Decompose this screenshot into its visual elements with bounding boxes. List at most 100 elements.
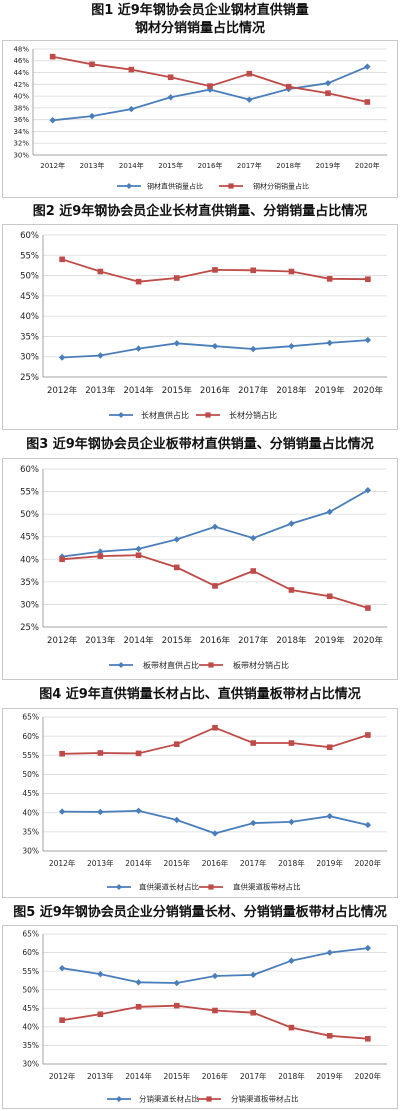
- data-point: [97, 1011, 104, 1018]
- data-point: [173, 816, 180, 824]
- y-tick-label: 30%: [13, 151, 29, 159]
- series-line-2: [52, 55, 368, 103]
- chart1-panel: 30% 32% 34% 36% 38% 40% 42% 44% 46% 48% 2012年 2013年…: [2, 40, 398, 198]
- x-tick-label: 2014年: [125, 858, 152, 868]
- legend-label: 钢材直供销量占比: [147, 181, 203, 190]
- legend-label: 分销渠道长材占比: [139, 1094, 199, 1104]
- y-tick-label: 50%: [20, 510, 39, 520]
- y-tick-label: 55%: [22, 751, 39, 760]
- x-tick-label: 2015年: [162, 635, 193, 646]
- x-tick-label: 2020年: [355, 858, 382, 868]
- x-tick-label: 2012年: [47, 635, 78, 646]
- data-point: [250, 568, 257, 574]
- data-point: [173, 536, 180, 543]
- x-tick-label: 2019年: [315, 635, 346, 646]
- y-tick-label: 34%: [13, 128, 29, 136]
- y-tick-label: 38%: [13, 104, 29, 112]
- legend-marker: [208, 662, 214, 668]
- legend-label: 分销渠道板带材占比: [231, 1094, 299, 1104]
- x-tick-label: 2017年: [238, 635, 269, 646]
- x-tick-label: 2013年: [87, 1071, 114, 1081]
- chart5-panel: 30% 35% 40% 45% 50% 55% 60% 65% 2012年 2013年 2014年 2…: [2, 925, 398, 1109]
- y-tick-label: 40%: [20, 312, 39, 322]
- y-tick-label: 65%: [22, 930, 39, 939]
- y-tick-label: 30%: [20, 353, 39, 363]
- legend-marker: [206, 1096, 212, 1102]
- legend-marker: [228, 183, 234, 189]
- data-point: [173, 741, 180, 747]
- data-point: [135, 345, 142, 352]
- data-point: [364, 821, 372, 829]
- data-point: [250, 345, 257, 353]
- x-tick-label: 2018年: [278, 1071, 305, 1081]
- data-point: [59, 556, 65, 563]
- data-point: [173, 275, 180, 281]
- y-tick-label: 42%: [13, 81, 29, 89]
- data-point: [325, 90, 331, 96]
- x-tick-label: 2014年: [123, 385, 154, 396]
- data-point: [97, 750, 104, 756]
- legend-marker: [205, 412, 211, 418]
- legend-label: 直供渠道长材占比: [139, 882, 199, 892]
- y-tick-label: 50%: [22, 985, 39, 994]
- data-point: [364, 487, 372, 494]
- y-tick-label: 35%: [20, 332, 39, 342]
- chart3-panel: 25% 30% 35% 40% 45% 50% 55% 60% 2012年 2013年 2014年 2…: [2, 458, 398, 680]
- y-tick-label: 35%: [22, 1041, 39, 1050]
- data-point: [211, 972, 219, 980]
- data-point: [135, 545, 142, 553]
- data-point: [365, 1035, 371, 1042]
- x-tick-label: 2016年: [200, 385, 231, 396]
- x-tick-label: 2019年: [316, 1071, 343, 1081]
- data-point: [97, 970, 104, 978]
- data-point: [250, 740, 257, 746]
- data-point: [250, 1009, 257, 1016]
- data-point: [212, 724, 218, 731]
- y-tick-label: 48%: [13, 45, 29, 53]
- data-point: [173, 1002, 180, 1009]
- data-point: [97, 268, 104, 275]
- data-point: [49, 53, 56, 60]
- x-tick-label: 2019年: [316, 161, 341, 170]
- y-tick-label: 60%: [20, 465, 39, 475]
- data-point: [250, 971, 257, 979]
- y-tick-label: 40%: [13, 93, 29, 101]
- data-point: [207, 83, 213, 89]
- x-tick-label: 2019年: [315, 385, 346, 396]
- data-point: [97, 553, 104, 559]
- data-point: [288, 740, 295, 746]
- chart5-svg: 30% 35% 40% 45% 50% 55% 60% 65% 2012年 2013年 2014年 2…: [22, 930, 387, 1104]
- data-point: [212, 583, 218, 589]
- data-point: [326, 812, 333, 820]
- x-tick-label: 2020年: [355, 161, 380, 170]
- data-point: [364, 336, 372, 344]
- y-tick-label: 40%: [20, 555, 39, 565]
- data-point: [288, 520, 295, 527]
- y-tick-label: 30%: [22, 847, 39, 856]
- data-point: [211, 342, 219, 350]
- chart4-panel: 30% 35% 40% 45% 50% 55% 60% 65% 2012年 2013年 2014年 2…: [2, 708, 398, 898]
- data-point: [88, 112, 96, 120]
- legend-label: 钢材分销销量占比: [253, 181, 309, 190]
- y-tick-label: 40%: [22, 808, 39, 817]
- x-tick-label: 2013年: [87, 858, 114, 868]
- data-point: [326, 1032, 333, 1039]
- data-point: [288, 342, 295, 350]
- y-tick-label: 30%: [22, 1060, 39, 1069]
- x-tick-label: 2015年: [163, 858, 190, 868]
- chart4-title: 图4 近9年直供销量长材占比、直供销量板带材占比情况: [39, 687, 361, 702]
- y-tick-label: 25%: [20, 623, 39, 633]
- y-tick-label: 55%: [20, 251, 39, 261]
- chart2-title: 图2 近9年钢协会员企业长材直供销量、分销销量占比情况: [32, 204, 368, 219]
- data-point: [49, 117, 56, 124]
- y-tick-label: 50%: [22, 770, 39, 779]
- data-point: [288, 1024, 295, 1031]
- data-point: [59, 256, 65, 263]
- x-tick-label: 2012年: [47, 385, 78, 396]
- chart4-svg: 30% 35% 40% 45% 50% 55% 60% 65% 2012年 2013年 2014年 2…: [22, 713, 387, 892]
- data-point: [58, 354, 66, 361]
- y-tick-label: 36%: [13, 116, 29, 124]
- x-tick-label: 2013年: [85, 385, 116, 396]
- x-tick-label: 2017年: [238, 385, 269, 396]
- y-tick-label: 32%: [13, 140, 29, 148]
